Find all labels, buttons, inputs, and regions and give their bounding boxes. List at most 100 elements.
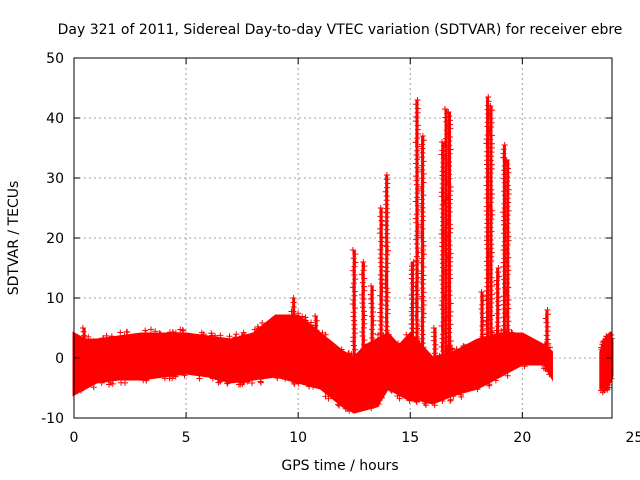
data-point bbox=[282, 375, 289, 382]
data-point bbox=[487, 245, 494, 252]
data-point bbox=[461, 344, 468, 351]
data-point bbox=[446, 113, 453, 120]
data-point bbox=[500, 146, 507, 153]
data-point bbox=[157, 330, 164, 337]
data-point bbox=[439, 147, 446, 154]
data-point bbox=[295, 310, 302, 317]
x-tick-label: 15 bbox=[401, 430, 419, 446]
data-point bbox=[291, 313, 298, 319]
data-point bbox=[504, 173, 511, 180]
data-point bbox=[418, 259, 425, 266]
data-point bbox=[495, 265, 502, 271]
data-point bbox=[419, 162, 426, 169]
data-point bbox=[412, 101, 419, 108]
data-point bbox=[378, 276, 385, 283]
data-point bbox=[430, 354, 437, 361]
data-point bbox=[322, 331, 329, 338]
data-point bbox=[441, 139, 448, 146]
data-point bbox=[486, 308, 493, 315]
data-point bbox=[408, 321, 415, 327]
data-point bbox=[487, 316, 494, 323]
data-point bbox=[479, 310, 486, 317]
data-point bbox=[495, 294, 502, 301]
data-point bbox=[359, 279, 366, 286]
data-point bbox=[503, 224, 510, 231]
data-point bbox=[488, 328, 495, 335]
data-point bbox=[442, 190, 449, 197]
data-point bbox=[504, 372, 511, 379]
data-point bbox=[488, 161, 495, 168]
data-point bbox=[255, 325, 262, 332]
data-point bbox=[445, 109, 452, 115]
data-point bbox=[478, 306, 485, 313]
data-point bbox=[486, 262, 493, 269]
data-point bbox=[374, 331, 381, 338]
data-point bbox=[420, 158, 427, 165]
data-point bbox=[413, 253, 420, 260]
data-point bbox=[383, 323, 390, 330]
data-point bbox=[378, 250, 385, 257]
data-point bbox=[377, 246, 384, 253]
data-point bbox=[445, 167, 452, 174]
data-point bbox=[413, 397, 420, 404]
data-point bbox=[414, 97, 421, 103]
data-point bbox=[460, 343, 467, 349]
data-point bbox=[367, 291, 374, 298]
data-point bbox=[420, 179, 427, 186]
data-point bbox=[383, 293, 390, 300]
data-point bbox=[107, 379, 114, 386]
data-point bbox=[108, 333, 115, 340]
data-point bbox=[599, 387, 606, 394]
data-point bbox=[312, 313, 319, 319]
data-point bbox=[504, 165, 511, 172]
data-point bbox=[447, 133, 454, 140]
data-point bbox=[500, 259, 507, 266]
data-point bbox=[504, 241, 511, 248]
data-point bbox=[377, 317, 384, 324]
data-point bbox=[445, 179, 452, 186]
data-point bbox=[409, 296, 416, 303]
data-point bbox=[408, 292, 415, 299]
data-point bbox=[346, 407, 353, 414]
data-point bbox=[422, 402, 429, 409]
data-point bbox=[486, 111, 493, 118]
data-point bbox=[445, 296, 452, 303]
data-point bbox=[359, 300, 366, 307]
data-point bbox=[445, 154, 452, 161]
data-point bbox=[447, 250, 454, 257]
data-point bbox=[419, 141, 426, 148]
data-point bbox=[396, 395, 403, 402]
data-point bbox=[377, 313, 384, 320]
data-point bbox=[412, 283, 419, 290]
data-point bbox=[439, 335, 446, 342]
data-point bbox=[442, 114, 449, 121]
data-point bbox=[123, 328, 130, 335]
data-point bbox=[122, 379, 129, 386]
data-point bbox=[377, 292, 384, 299]
data-point bbox=[474, 386, 481, 393]
data-point bbox=[409, 304, 416, 311]
data-point bbox=[480, 293, 487, 300]
data-point bbox=[446, 221, 453, 228]
data-point bbox=[406, 397, 413, 404]
data-point bbox=[487, 304, 494, 311]
data-point bbox=[384, 306, 391, 313]
data-point bbox=[504, 203, 511, 210]
data-point bbox=[377, 309, 384, 316]
data-point bbox=[500, 217, 507, 224]
data-point bbox=[503, 157, 510, 163]
data-point bbox=[224, 380, 231, 387]
data-point bbox=[378, 394, 385, 401]
data-point bbox=[479, 323, 486, 330]
data-point bbox=[478, 289, 485, 295]
data-point bbox=[543, 319, 550, 326]
data-point bbox=[447, 229, 454, 236]
data-point bbox=[414, 337, 421, 344]
data-point bbox=[351, 263, 358, 270]
data-point bbox=[487, 199, 494, 206]
data-point bbox=[103, 332, 110, 339]
data-point bbox=[509, 330, 516, 337]
data-point bbox=[349, 284, 356, 291]
data-point bbox=[384, 298, 391, 304]
data-point bbox=[244, 378, 251, 385]
